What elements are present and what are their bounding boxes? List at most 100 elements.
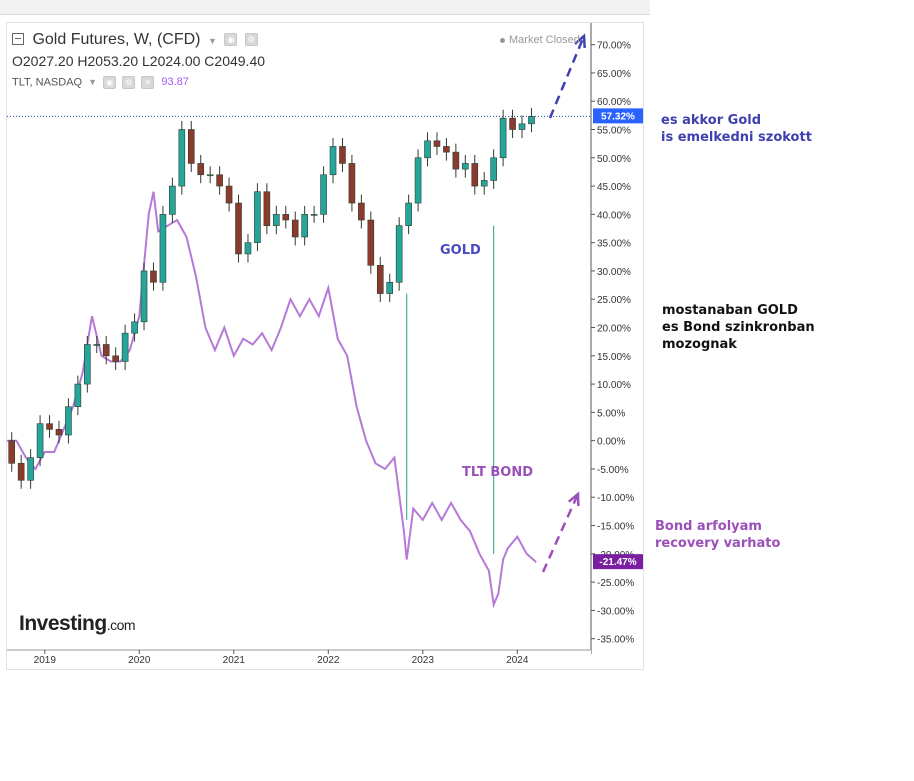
y-tick-label: -15.00%	[597, 522, 634, 533]
candle-body	[140, 270, 148, 323]
overlay-legend[interactable]: TLT, NASDAQ ▼ ◉ ⚙ ✕ 93.87	[12, 76, 189, 89]
candle-body	[367, 219, 375, 266]
candle-body	[27, 457, 34, 481]
annotation-line: Bond arfolyam	[655, 519, 762, 534]
candle-body	[169, 185, 176, 215]
candle-body	[471, 163, 479, 187]
x-tick-label: 2022	[317, 655, 340, 666]
candle-body	[405, 202, 412, 226]
chevron-down-icon[interactable]: ▼	[88, 77, 98, 88]
y-tick-label: 5.00%	[597, 408, 625, 419]
y-tick-label: 10.00%	[597, 380, 631, 391]
y-tick-label: -35.00%	[597, 635, 634, 646]
x-tick-label: 2023	[412, 655, 435, 666]
y-tick-label: -25.00%	[597, 578, 634, 589]
x-axis: 2019 2020 2021 2022 2023 2024	[7, 649, 591, 670]
tlt-price-badge	[593, 554, 643, 570]
candle-body	[518, 123, 526, 130]
candle-body	[395, 225, 403, 283]
ohlc-values: O2027.20 H2053.20 L2024.00 C2049.40	[12, 53, 265, 69]
logo-brand: Investing	[19, 612, 107, 635]
candle-body	[433, 140, 441, 147]
candle-body	[187, 129, 195, 164]
candle-body	[358, 202, 365, 221]
candle-body	[282, 214, 290, 221]
gold-price-badge-label: 57.32%	[601, 111, 635, 122]
candle-body	[339, 146, 346, 164]
candle-body	[244, 242, 252, 255]
gold-forecast-arrow-head	[574, 33, 586, 49]
eye-icon[interactable]: ◉	[103, 76, 117, 89]
candle-body	[131, 321, 138, 334]
y-tick-label: 60.00%	[597, 97, 631, 108]
y-tick-label: 40.00%	[597, 210, 631, 221]
x-tick-label: 2019	[34, 655, 57, 666]
annotation-bond-recovery: Bond arfolyam recovery varhato	[655, 518, 780, 552]
y-tick-label: -10.00%	[597, 493, 634, 504]
candle-body	[55, 429, 63, 436]
annotation-line: es Bond szinkronban	[662, 320, 815, 335]
close-icon[interactable]: ✕	[141, 76, 155, 89]
candle-body	[291, 219, 299, 238]
candle-body	[93, 344, 101, 346]
candle-body	[443, 146, 450, 153]
x-axis-band	[7, 650, 591, 670]
y-tick-label: -5.00%	[597, 465, 629, 476]
tlt-line	[7, 191, 537, 609]
y-tick-label: 50.00%	[597, 154, 631, 165]
candle-body	[46, 423, 53, 430]
x-tick-label: 2024	[506, 655, 529, 666]
candle-body	[121, 332, 129, 362]
y-axis: 70.00% 65.00% 60.00% 55.00% 50.00% 45.00% 40.0…	[590, 22, 643, 654]
gear-icon[interactable]: ⚙	[122, 76, 136, 89]
candle-body	[490, 157, 497, 181]
candle-body	[36, 423, 44, 458]
candle-body	[301, 214, 308, 238]
candle-body	[320, 174, 327, 215]
candle-body	[528, 116, 535, 125]
high-value: H2053.20	[77, 53, 139, 69]
candle-body	[273, 214, 280, 226]
instrument-legend[interactable]: Gold Futures, W, (CFD) ▼ ◉ ⚙	[12, 31, 258, 49]
candle-body	[329, 146, 337, 176]
candle-body	[84, 344, 91, 385]
candle-body	[216, 174, 223, 187]
y-tick-label: -30.00%	[597, 606, 634, 617]
collapse-icon[interactable]	[12, 32, 24, 45]
gear-icon[interactable]: ⚙	[244, 33, 258, 47]
candle-body	[386, 281, 394, 294]
candle-body	[348, 163, 356, 204]
close-value: C2049.40	[204, 53, 266, 69]
candle-body	[65, 406, 72, 436]
x-tick-label: 2020	[128, 655, 151, 666]
candle-body	[178, 129, 186, 187]
gold-series	[8, 107, 535, 489]
y-tick-label: 65.00%	[597, 69, 631, 80]
eye-icon[interactable]: ◉	[224, 33, 238, 47]
market-status-text: Market Closed	[509, 34, 580, 46]
candle-body	[376, 264, 384, 294]
annotation-gold-rise: es akkor Gold is emelkedni szokott	[661, 112, 812, 146]
y-tick-label: 0.00%	[597, 437, 625, 448]
x-tick-label: 2021	[223, 655, 246, 666]
candle-body	[414, 157, 422, 204]
y-tick-label: 20.00%	[597, 324, 631, 335]
tlt-series	[7, 191, 537, 609]
chevron-down-icon[interactable]: ▼	[207, 36, 217, 46]
y-tick-label: 45.00%	[597, 182, 631, 193]
status-dot-icon	[500, 37, 505, 43]
y-tick-label: 25.00%	[597, 295, 631, 306]
candle-body	[197, 163, 205, 176]
open-value: O2027.20	[12, 53, 74, 69]
candle-body	[150, 270, 157, 283]
y-tick-label: 55.00%	[597, 125, 631, 136]
annotation-line: mozognak	[662, 337, 737, 352]
annotation-marks	[406, 33, 586, 573]
candle-body	[480, 180, 488, 187]
candle-body	[263, 191, 271, 226]
candle-body	[254, 191, 261, 243]
candle-body	[499, 117, 507, 159]
logo-suffix: .com	[106, 617, 136, 633]
candle-body	[509, 117, 516, 130]
annotation-sync: mostanaban GOLD es Bond szinkronban mozo…	[662, 302, 815, 353]
